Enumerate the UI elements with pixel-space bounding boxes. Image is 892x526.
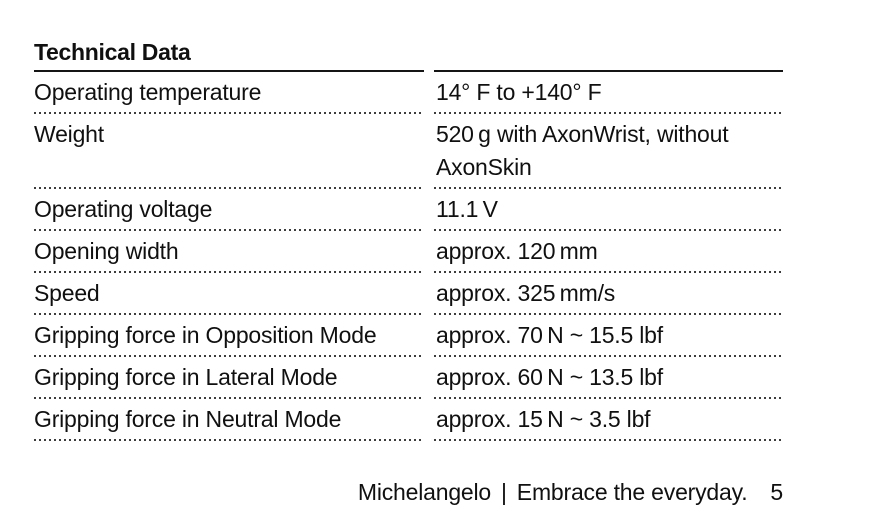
technical-data-table: Operating temperature 14° F to +140° F Wei… [34,70,783,441]
table-row: Gripping force in Lateral Mode approx. 60… [34,357,783,399]
row-label: Opening width [34,231,424,273]
row-label: Weight [34,114,424,189]
row-label: Gripping force in Neutral Mode [34,399,424,441]
row-value: 14° F to +140° F [434,70,783,114]
table-row: Gripping force in Neutral Mode approx. 15… [34,399,783,441]
row-label: Gripping force in Opposition Mode [34,315,424,357]
table-row: Opening width approx. 120 mm [34,231,783,273]
row-value: 520 g with AxonWrist, without AxonSkin [434,114,783,189]
row-label: Speed [34,273,424,315]
row-value: approx. 70 N ~ 15.5 lbf [434,315,783,357]
page-title: Technical Data [34,39,191,65]
row-value: approx. 15 N ~ 3.5 lbf [434,399,783,441]
table-row: Gripping force in Opposition Mode approx.… [34,315,783,357]
footer-separator: | [501,479,507,505]
footer-tagline: Embrace the everyday. [516,479,748,505]
page-number: 5 [770,479,783,505]
row-label: Operating temperature [34,70,424,114]
row-label: Gripping force in Lateral Mode [34,357,424,399]
row-value: approx. 120 mm [434,231,783,273]
row-value: approx. 325 mm/s [434,273,783,315]
row-label: Operating voltage [34,189,424,231]
row-value: 11.1 V [434,189,783,231]
table-row: Speed approx. 325 mm/s [34,273,783,315]
page-footer: Michelangelo | Embrace the everyday. 5 [0,478,783,506]
table-row: Weight 520 g with AxonWrist, without Axon… [34,114,783,189]
table-row: Operating voltage 11.1 V [34,189,783,231]
table-row: Operating temperature 14° F to +140° F [34,70,783,114]
footer-brand: Michelangelo [357,479,492,505]
row-value: approx. 60 N ~ 13.5 lbf [434,357,783,399]
